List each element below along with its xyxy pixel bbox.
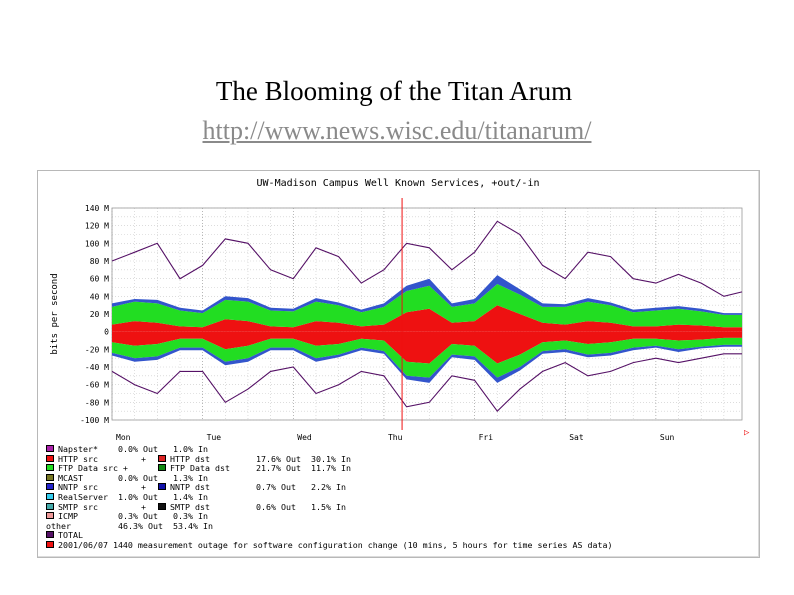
legend-out: 0.0% Out (118, 472, 158, 483)
legend-entry: Napster* 0.0% Out 1.0% In (46, 444, 746, 455)
y-tick-label: 80 M (90, 257, 109, 266)
legend-out: 0.7% Out (256, 482, 296, 493)
legend-plus: + (141, 482, 146, 493)
legend-entry: NNTP src + NNTP dst 0.7% Out 2.2% In (46, 483, 746, 493)
legend-in: 0.3% In (173, 511, 208, 522)
total-line-in (111, 353, 742, 413)
legend-swatch (158, 502, 166, 510)
y-tick-label: 20 M (90, 310, 109, 319)
legend-entry: MCAST 0.0% Out 1.3% In (46, 472, 746, 484)
axis-arrow: ▷ (744, 428, 750, 438)
x-tick-label: Sun (660, 433, 675, 442)
legend-entry: TOTAL (46, 531, 746, 541)
legend-label: HTTP src (58, 453, 98, 464)
x-tick-label: Fri (479, 433, 494, 442)
legend-label: NNTP src (58, 482, 98, 493)
total-line-out (111, 220, 743, 297)
chart-legend: Napster* 0.0% Out 1.0% In HTTP src + HTTP dst… (46, 444, 746, 551)
legend-entry: HTTP src + HTTP dst 17.6% Out 30.1% In (46, 453, 746, 465)
y-tick-label: 120 M (85, 222, 109, 231)
legend-out: 0.3% Out (118, 511, 158, 522)
legend-entry: 2001/06/07 1440 measurement outage for s… (46, 539, 746, 551)
y-tick-label: -60 M (85, 381, 109, 390)
legend-swatch (158, 483, 166, 491)
legend-swatch (46, 502, 54, 510)
x-tick-label: Mon (116, 433, 131, 442)
legend-label: SMTP dst (170, 501, 210, 512)
legend-in: 11.7% In (311, 463, 351, 474)
legend-out: 0.6% Out (256, 501, 296, 512)
legend-swatch (46, 473, 54, 481)
legend-entry: SMTP src + SMTP dst 0.6% Out 1.5% In (46, 501, 746, 513)
chart-title: UW-Madison Campus Well Known Services, +… (257, 178, 540, 189)
y-axis-label: bits per second (50, 273, 60, 354)
legend-in: 30.1% In (311, 453, 351, 464)
x-tick-label: Tue (207, 433, 222, 442)
legend-label: Napster* (58, 444, 98, 454)
legend-swatch (46, 483, 54, 491)
legend-out: 46.3% Out (118, 520, 163, 531)
y-tick-label: 0 (104, 328, 109, 337)
legend-label: RealServer (58, 491, 108, 502)
legend-swatch (46, 540, 54, 548)
legend-label: FTP Data dst (170, 463, 230, 474)
legend-label: SMTP src (58, 501, 98, 512)
y-tick-label: -80 M (85, 398, 109, 407)
slide-title: The Blooming of the Titan Arum (215, 76, 573, 106)
legend-swatch (46, 464, 54, 472)
area-in-0 (112, 331, 742, 364)
y-tick-label: -100 M (80, 416, 109, 425)
y-tick-label: 40 M (90, 292, 109, 301)
legend-label: TOTAL (58, 530, 83, 541)
x-tick-label: Thu (388, 433, 403, 442)
legend-in: 1.3% In (173, 472, 208, 483)
x-tick-label: Sat (569, 433, 584, 442)
legend-swatch (158, 454, 166, 462)
legend-label: MCAST (58, 472, 83, 483)
legend-label: ICMP (58, 511, 78, 522)
y-tick-label: 100 M (85, 239, 109, 248)
x-tick-label: Wed (297, 433, 312, 442)
legend-entry: RealServer 1.0% Out 1.4% In (46, 491, 746, 503)
legend-in: 2.2% In (311, 482, 346, 493)
y-tick-label: -40 M (85, 363, 109, 372)
legend-entry: other 46.3% Out 53.4% In (46, 520, 746, 532)
legend-entry: ICMP 0.3% Out 0.3% In (46, 512, 746, 522)
legend-swatch (46, 492, 54, 500)
legend-swatch (46, 454, 54, 462)
area-out-2 (112, 275, 742, 315)
y-tick-label: 60 M (90, 275, 109, 284)
legend-plus: + (141, 453, 146, 464)
legend-in: 1.4% In (173, 491, 208, 502)
slide-link[interactable]: http://www.news.wisc.edu/titanarum/ (202, 116, 592, 145)
legend-plus: + (141, 501, 146, 512)
legend-label: other (46, 520, 71, 531)
legend-out: 17.6% Out (256, 453, 301, 464)
y-tick-label: -20 M (85, 345, 109, 354)
legend-out: 21.7% Out (256, 463, 301, 474)
area-out-1 (112, 284, 742, 328)
legend-swatch (158, 464, 166, 472)
area-in-1 (112, 337, 742, 378)
legend-in: 53.4% In (173, 520, 213, 531)
legend-label: HTTP dst (170, 453, 210, 464)
legend-label: FTP Data src + (58, 463, 128, 474)
area-in-2 (112, 344, 742, 383)
legend-entry: FTP Data src + FTP Data dst 21.7% Out 11.7%… (46, 464, 746, 474)
area-out-0 (112, 305, 742, 332)
legend-out: 1.0% Out (118, 491, 158, 502)
legend-in: 1.0% In (173, 444, 208, 454)
legend-swatch (46, 445, 54, 452)
legend-swatch (46, 512, 54, 520)
legend-out: 0.0% Out (118, 444, 158, 454)
legend-label: NNTP dst (170, 482, 210, 493)
legend-in: 1.5% In (311, 501, 346, 512)
legend-label: 2001/06/07 1440 measurement outage for s… (58, 539, 613, 550)
legend-swatch (46, 531, 54, 539)
y-tick-label: 140 M (85, 204, 109, 213)
